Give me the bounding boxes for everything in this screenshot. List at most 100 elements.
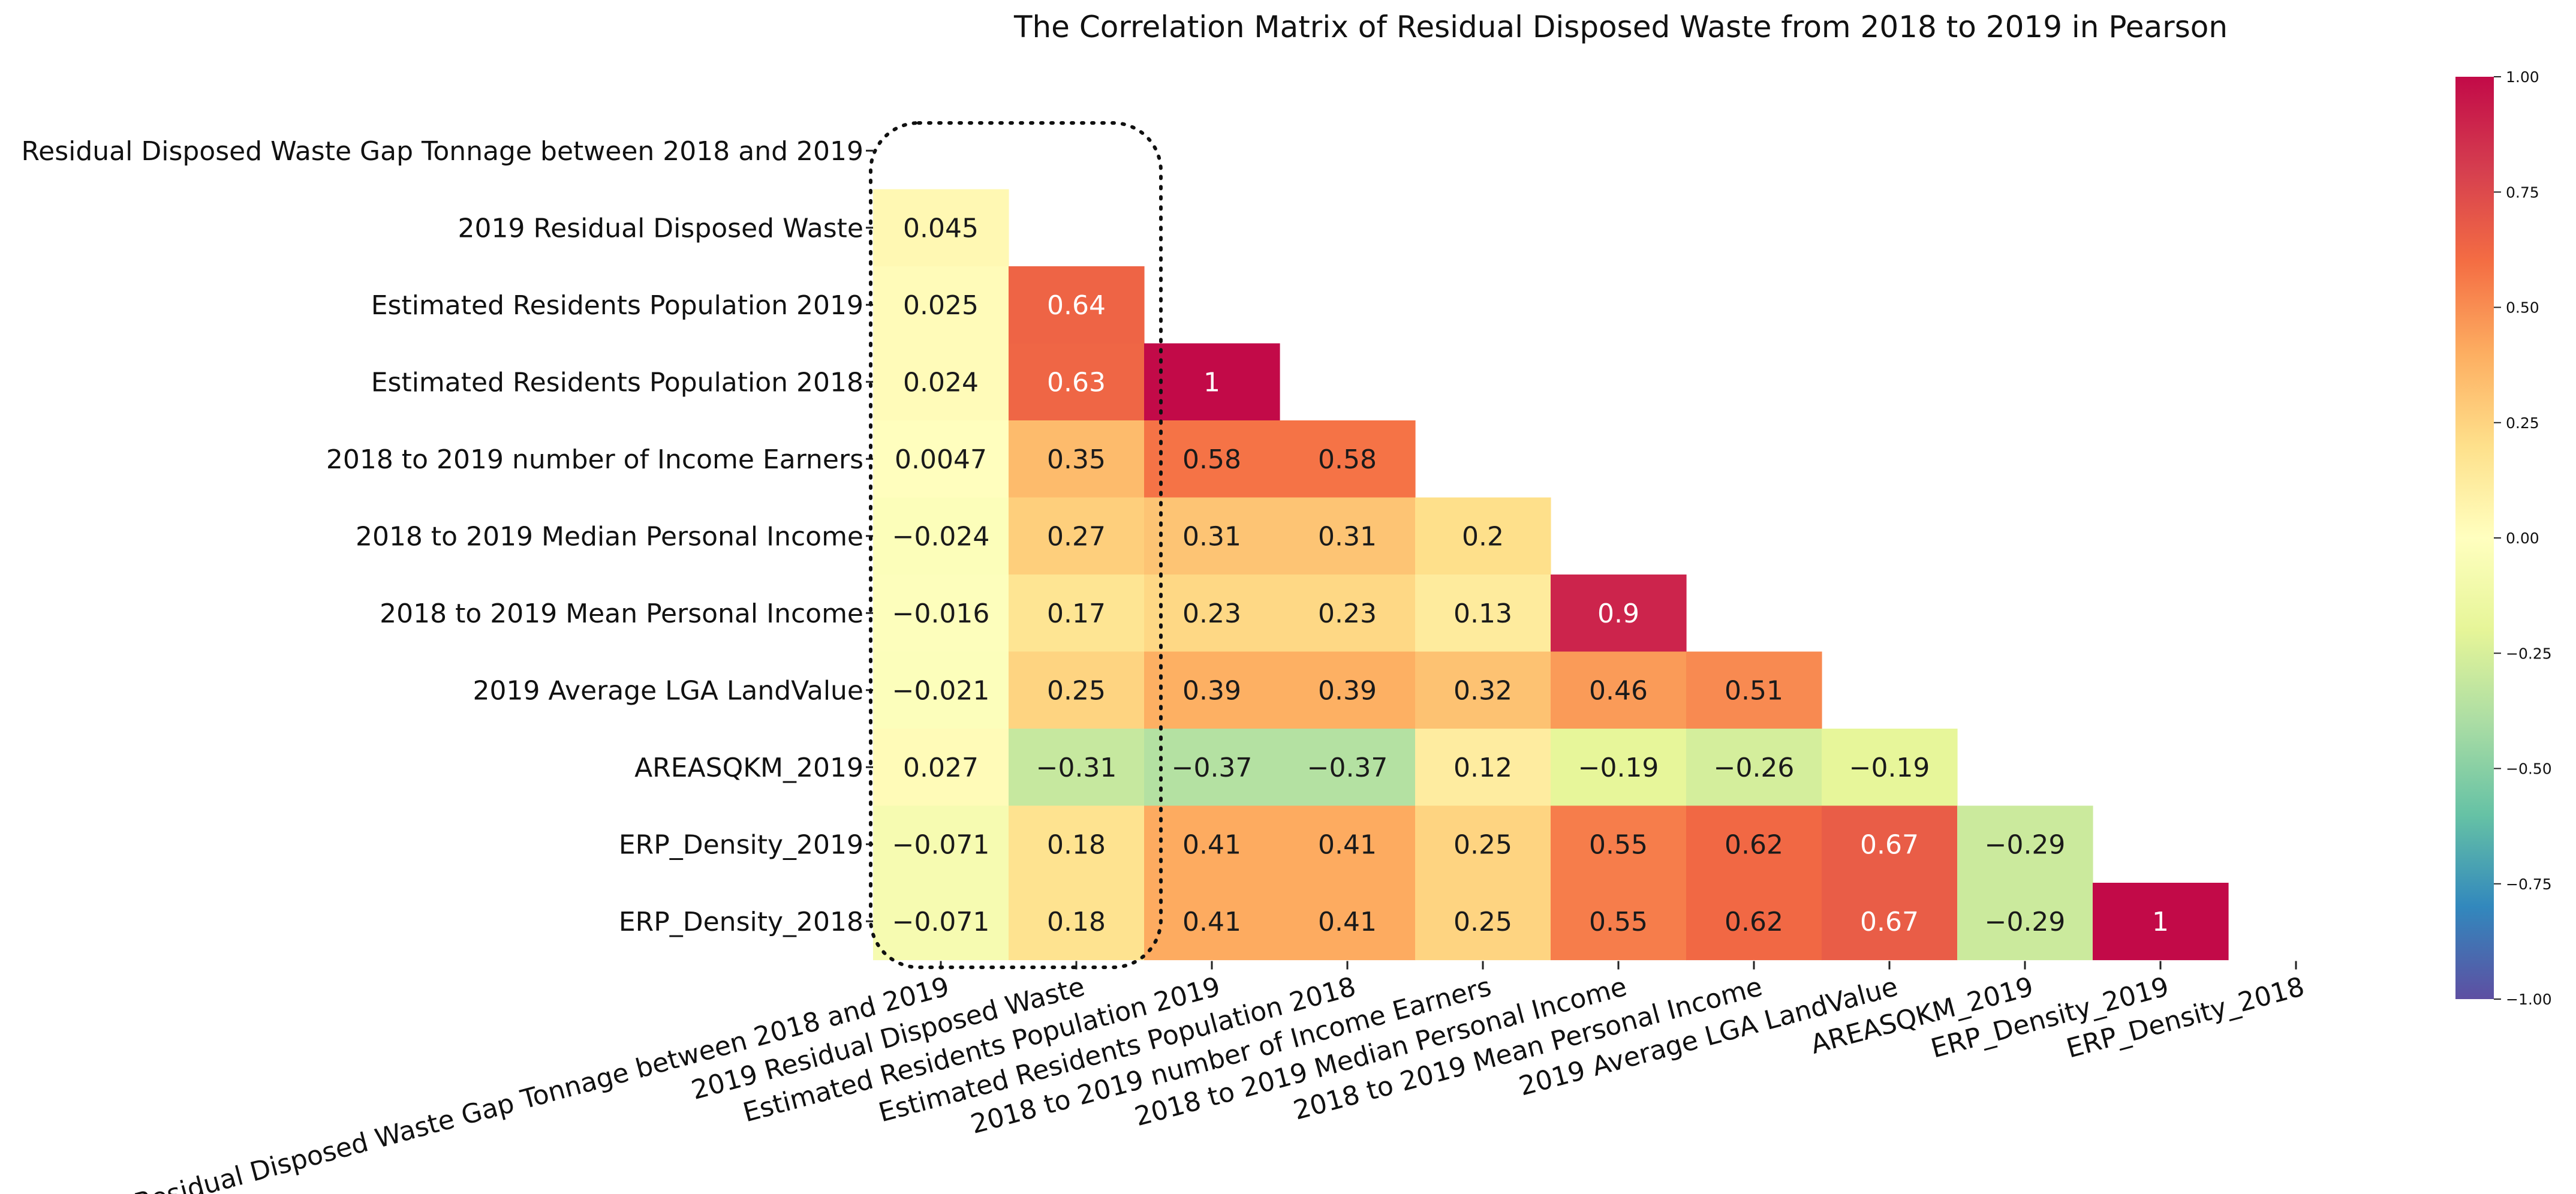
y-axis-label: Estimated Residents Population 2019: [371, 290, 863, 321]
heatmap-value-label: 0.25: [1453, 907, 1512, 937]
heatmap-value-label: 0.41: [1182, 830, 1241, 861]
heatmap-cell: [1686, 729, 1822, 807]
colorbar-tick-label: 0.00: [2506, 530, 2539, 547]
heatmap-cell: [1822, 729, 1958, 807]
heatmap-cell: [1551, 575, 1687, 652]
heatmap-cell: [1415, 497, 1551, 575]
heatmap-value-label: 0.62: [1725, 907, 1783, 937]
heatmap-value-label: 0.32: [1453, 676, 1512, 706]
heatmap-value-label: 0.12: [1453, 753, 1512, 783]
heatmap-value-label: 0.55: [1589, 907, 1648, 937]
heatmap-cell: [1009, 343, 1145, 421]
heatmap-value-label: −0.31: [1036, 753, 1117, 783]
heatmap-cell: [1822, 883, 1958, 961]
heatmap-cell: [1686, 805, 1822, 883]
heatmap-cell: [1957, 883, 2093, 961]
heatmap-cell: [1280, 651, 1416, 729]
colorbar-ticks: 1.00 0.75 0.50 0.25 0.00 −0.25 −0.50 −0.75 −1.00: [2494, 68, 2552, 1008]
y-axis-label: 2019 Average LGA LandValue: [473, 676, 863, 706]
heatmap-value-label: 0.39: [1182, 676, 1241, 706]
heatmap-cell: [1686, 883, 1822, 961]
heatmap-value-label: 0.18: [1047, 907, 1106, 937]
heatmap-cell: [873, 729, 1009, 807]
heatmap-cell: [1144, 420, 1280, 498]
heatmap-value-label: −0.19: [1578, 753, 1659, 783]
heatmap-cell: [1551, 883, 1687, 961]
y-axis-labels: Residual Disposed Waste Gap Tonnage betw…: [22, 136, 873, 937]
heatmap-cell: [873, 497, 1009, 575]
colorbar-tick-label: 0.25: [2506, 414, 2539, 432]
heatmap-cell: [1280, 575, 1416, 652]
heatmap-cell: [1415, 883, 1551, 961]
heatmap-value-label: 0.63: [1047, 368, 1106, 398]
heatmap-cell: [1144, 883, 1280, 961]
heatmap-cell: [1009, 575, 1145, 652]
colorbar-gradient: [2455, 77, 2494, 999]
heatmap-value-label: 0.41: [1318, 830, 1377, 861]
heatmap-value-label: 0.46: [1589, 676, 1648, 706]
heatmap-cell: [1957, 805, 2093, 883]
heatmap-value-label: −0.021: [892, 676, 990, 706]
heatmap-cell: [1009, 651, 1145, 729]
heatmap-cell: [1280, 729, 1416, 807]
heatmap-cell: [1009, 266, 1145, 344]
colorbar-tick-label: 1.00: [2506, 68, 2539, 86]
heatmap-value-label: 0.35: [1047, 444, 1106, 475]
heatmap-value-label: −0.071: [892, 907, 990, 937]
y-axis-label: ERP_Density_2019: [619, 830, 863, 861]
y-axis-label: 2018 to 2019 Median Personal Income: [356, 522, 863, 552]
heatmap-cell: [1280, 805, 1416, 883]
heatmap-value-label: 0.41: [1182, 907, 1241, 937]
heatmap-cell: [1009, 883, 1145, 961]
heatmap-cell: [873, 883, 1009, 961]
heatmap-value-label: 0.25: [1047, 676, 1106, 706]
heatmap-value-label: 0.58: [1182, 444, 1241, 475]
heatmap-cell: [1009, 805, 1145, 883]
first-column-highlight-box: [869, 121, 1163, 969]
heatmap-value-label: 0.2: [1462, 522, 1504, 552]
heatmap-cell: [2093, 883, 2229, 961]
heatmap-value-label: 0.024: [903, 368, 979, 398]
heatmap-value-label: −0.29: [1985, 830, 2066, 861]
heatmap-value-label: −0.26: [1714, 753, 1795, 783]
heatmap-value-label: 0.31: [1318, 522, 1377, 552]
heatmap-value-label: 0.025: [903, 290, 979, 321]
heatmap-cell: [1551, 729, 1687, 807]
heatmap-value-label: 0.39: [1318, 676, 1377, 706]
heatmap-cell: [1686, 651, 1822, 729]
heatmap-value-label: −0.29: [1985, 907, 2066, 937]
heatmap-value-label: 0.67: [1860, 907, 1919, 937]
heatmap-value-label: 0.27: [1047, 522, 1106, 552]
heatmap-cell: [1144, 651, 1280, 729]
y-axis-label: ERP_Density_2018: [619, 907, 863, 937]
heatmap-value-label: 0.9: [1597, 598, 1639, 629]
y-axis-label: 2018 to 2019 Mean Personal Income: [380, 598, 863, 629]
chart-title: The Correlation Matrix of Residual Dispo…: [1013, 10, 2228, 44]
colorbar: 1.00 0.75 0.50 0.25 0.00 −0.25 −0.50 −0.75 −1.00: [2455, 68, 2552, 1008]
heatmap-value-label: 1: [1203, 368, 1220, 398]
heatmap-value-label: −0.016: [892, 598, 990, 629]
heatmap-value-label: 1: [2152, 907, 2169, 937]
heatmap-value-label: 0.41: [1318, 907, 1377, 937]
y-axis-label: Estimated Residents Population 2018: [371, 368, 863, 398]
heatmap-value-label: 0.23: [1182, 598, 1241, 629]
heatmap-cell: [1144, 805, 1280, 883]
y-axis-label: 2019 Residual Disposed Waste: [458, 213, 863, 244]
heatmap-value-labels: 0.045 0.025 0.64 0.024 0.63 1 0.0047 0.35 0.58 0.…: [892, 213, 2169, 937]
colorbar-tick-label: 0.50: [2506, 299, 2539, 317]
heatmap-value-label: 0.0047: [895, 444, 987, 475]
heatmap-cell: [873, 420, 1009, 498]
heatmap-value-label: 0.17: [1047, 598, 1106, 629]
y-axis-label: 2018 to 2019 number of Income Earners: [326, 444, 863, 475]
heatmap-cell: [1415, 575, 1551, 652]
heatmap-cell: [873, 266, 1009, 344]
heatmap-cell: [1009, 420, 1145, 498]
heatmap-value-label: 0.64: [1047, 290, 1106, 321]
heatmap-value-label: 0.58: [1318, 444, 1377, 475]
heatmap-cell: [1280, 497, 1416, 575]
heatmap-value-label: −0.37: [1172, 753, 1253, 783]
heatmap-cell: [873, 651, 1009, 729]
heatmap-cell: [873, 805, 1009, 883]
y-axis-label: AREASQKM_2019: [634, 753, 863, 783]
